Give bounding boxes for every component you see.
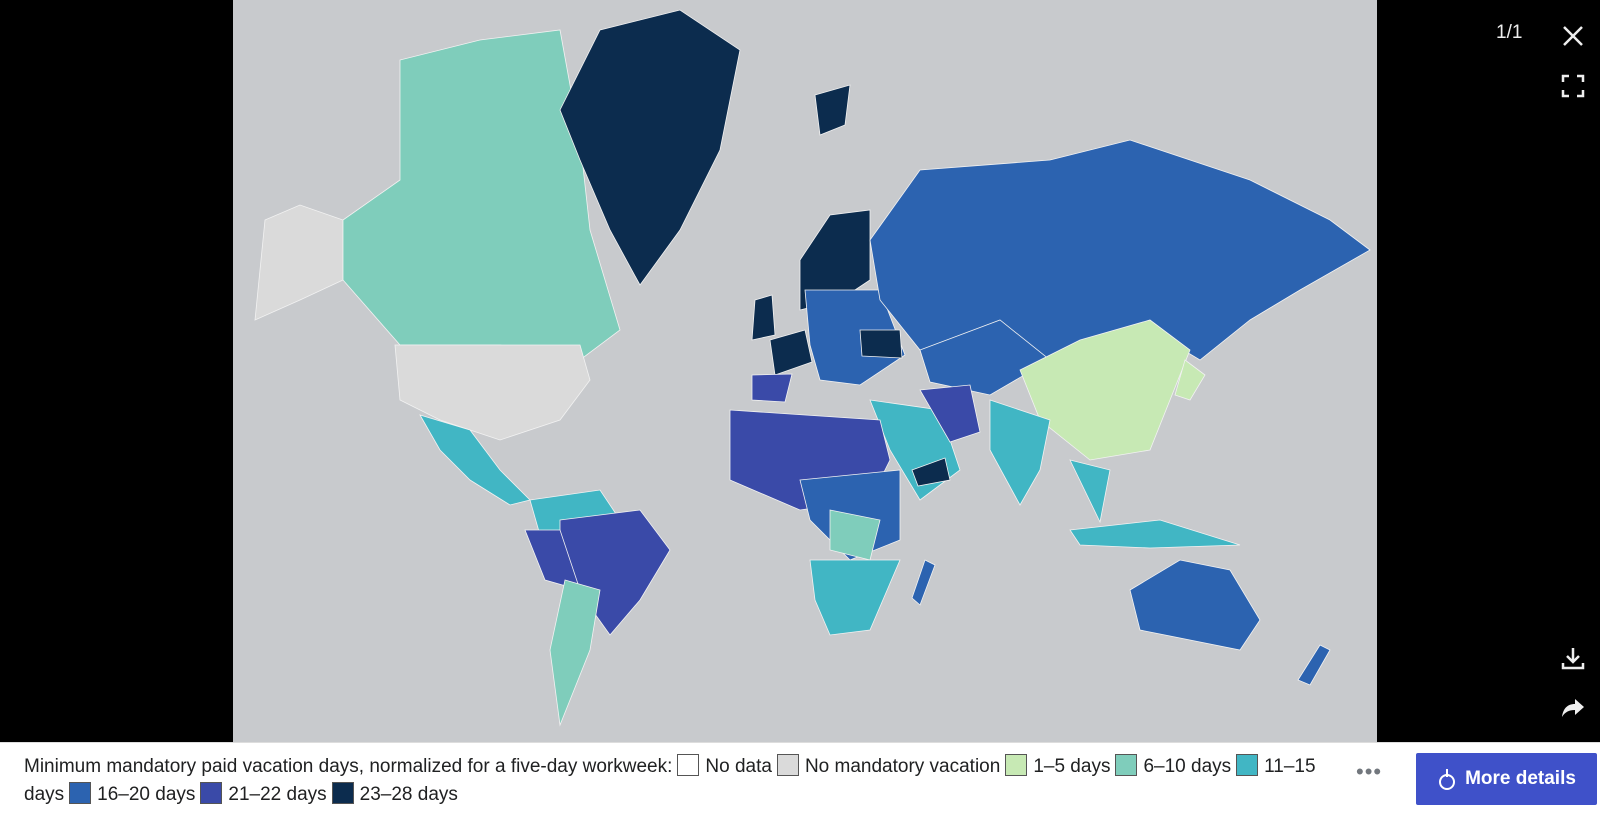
fullscreen-button[interactable]	[1560, 73, 1586, 99]
button-icon	[1439, 769, 1456, 790]
more-options[interactable]: •••	[1356, 759, 1383, 784]
legend-swatch	[677, 754, 700, 776]
more-details-button[interactable]: More details	[1416, 753, 1597, 805]
legend-label: 6–10 days	[1143, 756, 1232, 777]
close-button[interactable]	[1560, 23, 1586, 49]
caption: Minimum mandatory paid vacation days, no…	[24, 753, 1354, 809]
image-counter: 1/1	[1496, 22, 1523, 43]
caption-bar: Minimum mandatory paid vacation days, no…	[0, 742, 1600, 821]
legend-swatch	[331, 782, 354, 804]
legend-label: 21–22 days	[228, 784, 327, 805]
legend-label: No data	[705, 756, 772, 777]
button-label: More details	[1465, 768, 1576, 789]
world-map	[233, 0, 1377, 742]
legend-swatch	[1005, 754, 1028, 776]
legend-swatch	[1115, 754, 1138, 776]
legend-label: 16–20 days	[97, 784, 196, 805]
legend-swatch	[69, 782, 92, 804]
legend-label: No mandatory vacation	[804, 756, 1001, 777]
caption-text: Minimum mandatory paid vacation days, no…	[24, 756, 673, 777]
legend-swatch	[200, 782, 223, 804]
share-button[interactable]	[1560, 695, 1586, 721]
media-viewer: 1/1	[233, 0, 1586, 742]
legend-swatch	[776, 754, 799, 776]
legend-swatch	[1236, 754, 1259, 776]
legend-label: 23–28 days	[359, 784, 458, 805]
download-button[interactable]	[1560, 645, 1586, 671]
legend-label: 11–15 days	[24, 756, 1316, 805]
legend-label: 1–5 days	[1033, 756, 1111, 777]
